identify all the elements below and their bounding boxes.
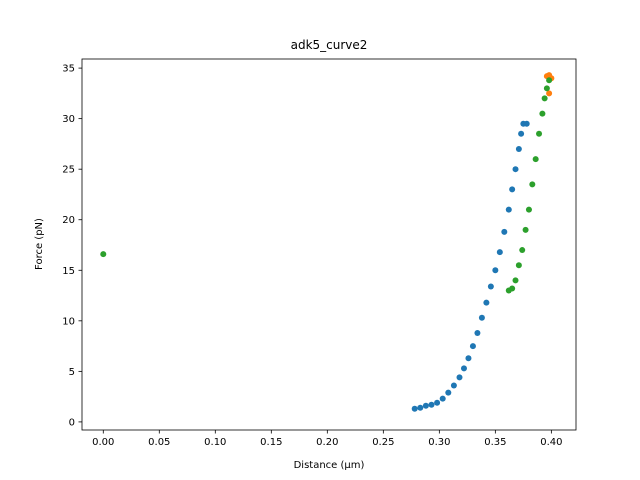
x-tick-label: 0.40 — [540, 437, 562, 448]
point — [546, 90, 553, 97]
point — [469, 343, 476, 350]
point — [100, 251, 107, 258]
y-tick-label: 35 — [62, 64, 75, 75]
y-tick-label: 25 — [62, 165, 75, 176]
point — [487, 283, 494, 290]
point — [525, 206, 532, 213]
x-tick-label: 0.10 — [204, 437, 226, 448]
x-tick-label: 0.25 — [372, 437, 394, 448]
chart-title: adk5_curve2 — [291, 38, 368, 52]
y-tick-label: 0 — [69, 417, 75, 428]
plot-frame — [81, 58, 577, 431]
point — [532, 156, 539, 163]
point — [439, 395, 446, 402]
point — [546, 77, 553, 84]
point — [422, 402, 429, 409]
y-tick-label: 20 — [62, 215, 75, 226]
x-tick-label: 0.35 — [484, 437, 506, 448]
y-axis-label: Force (pN) — [34, 218, 45, 270]
point — [483, 299, 490, 306]
point — [543, 85, 550, 92]
point — [465, 355, 472, 362]
x-tick-label: 0.30 — [428, 437, 450, 448]
point — [518, 130, 525, 137]
point — [539, 110, 546, 117]
point — [541, 95, 548, 102]
y-tick-label: 5 — [69, 367, 75, 378]
point — [529, 181, 536, 188]
x-tick-label: 0.05 — [148, 437, 170, 448]
point — [515, 262, 522, 269]
point — [474, 329, 481, 336]
x-tick-label: 0.20 — [316, 437, 338, 448]
point — [509, 285, 516, 292]
point — [509, 186, 516, 193]
point — [492, 267, 499, 274]
point — [522, 226, 529, 233]
x-tick-label: 0.15 — [260, 437, 282, 448]
point — [523, 120, 530, 127]
point — [501, 228, 508, 235]
x-axis-label: Distance (μm) — [294, 460, 365, 471]
point — [417, 404, 424, 411]
point — [496, 249, 503, 256]
point — [512, 277, 519, 284]
x-tick-label: 0.00 — [92, 437, 114, 448]
point — [478, 314, 485, 321]
point — [536, 130, 543, 137]
point — [428, 401, 435, 408]
point — [434, 399, 441, 406]
point — [460, 365, 467, 372]
point — [515, 145, 522, 152]
point — [445, 389, 452, 396]
y-tick-label: 10 — [62, 316, 75, 327]
point — [411, 405, 418, 412]
point — [519, 247, 526, 254]
point — [450, 382, 457, 389]
point — [456, 374, 463, 381]
y-tick-label: 30 — [62, 114, 75, 125]
y-tick-label: 15 — [62, 266, 75, 277]
point — [512, 166, 519, 173]
point — [505, 206, 512, 213]
